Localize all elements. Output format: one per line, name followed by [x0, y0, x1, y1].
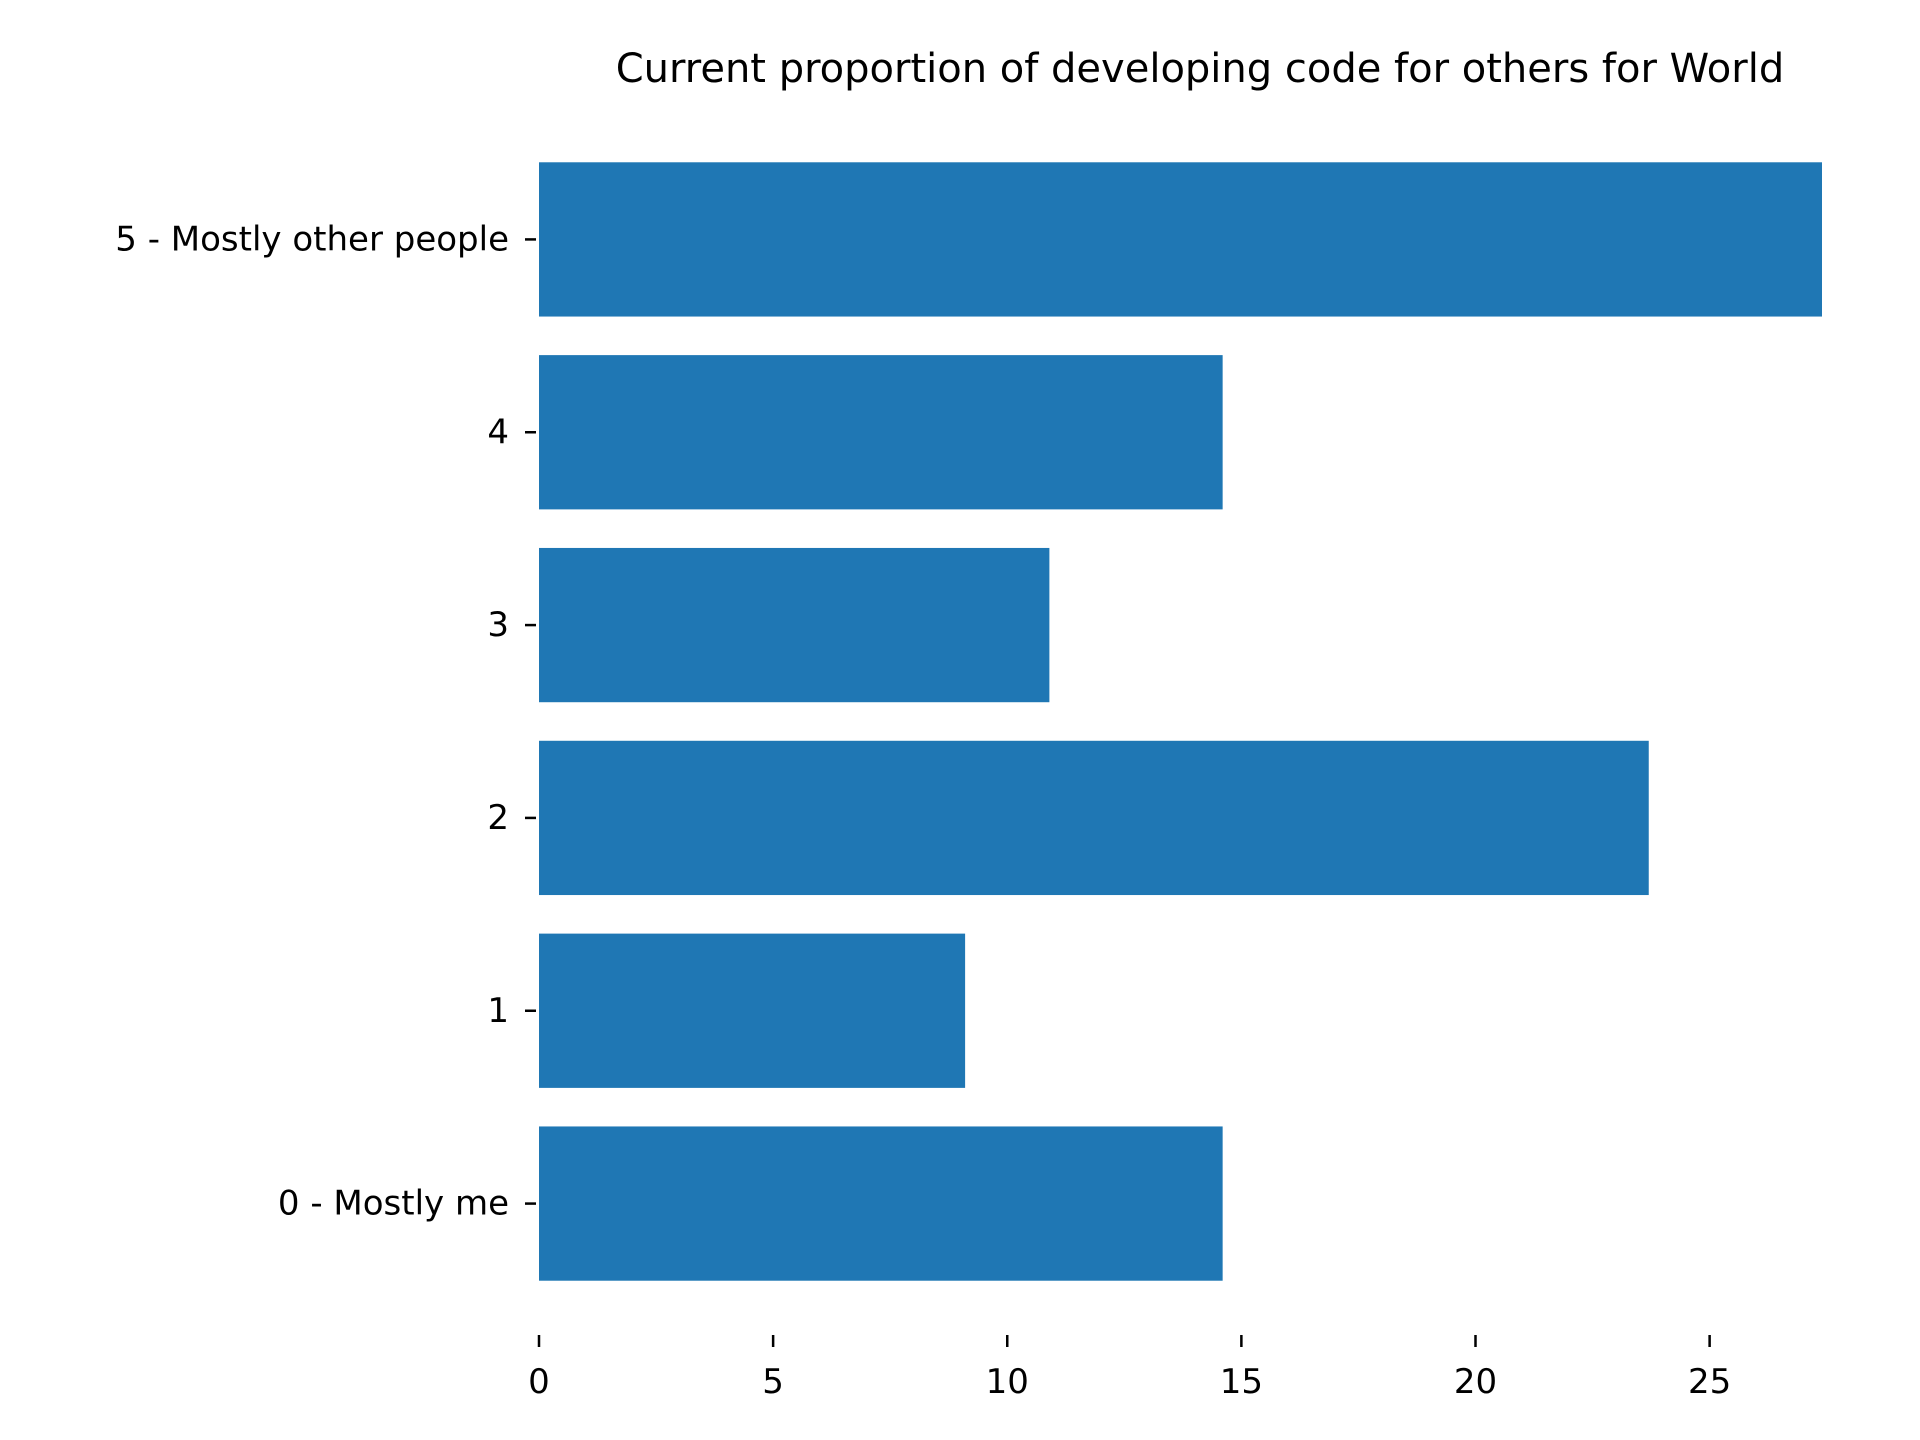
y-tick-label-4: 4 [487, 412, 509, 452]
x-tick-label-4: 20 [1454, 1362, 1497, 1402]
y-axis: 0 - Mostly me 1 2 3 4 5 - Mostly other people [115, 219, 536, 1224]
y-tick-label-2: 2 [487, 798, 509, 838]
bar-3 [539, 547, 1050, 703]
y-tick-label-5: 5 - Mostly other people [115, 219, 509, 259]
x-axis: 0 5 10 15 20 25 [528, 1335, 1731, 1402]
bar-1 [539, 933, 966, 1088]
x-tick-label-1: 5 [762, 1362, 784, 1402]
bar-0 [539, 1126, 1223, 1281]
x-tick-label-0: 0 [528, 1362, 550, 1402]
bar-2 [539, 740, 1649, 896]
x-tick-label-2: 10 [986, 1362, 1029, 1402]
x-tick-label-3: 15 [1220, 1362, 1263, 1402]
x-tick-label-5: 25 [1688, 1362, 1731, 1402]
chart-title: Current proportion of developing code fo… [616, 46, 1784, 92]
y-tick-label-1: 1 [487, 991, 509, 1031]
bar-4 [539, 355, 1223, 510]
y-tick-label-0: 0 - Mostly me [278, 1184, 509, 1224]
bar-5 [539, 162, 1822, 317]
bars-group [539, 162, 1822, 1281]
y-tick-label-3: 3 [487, 605, 509, 645]
